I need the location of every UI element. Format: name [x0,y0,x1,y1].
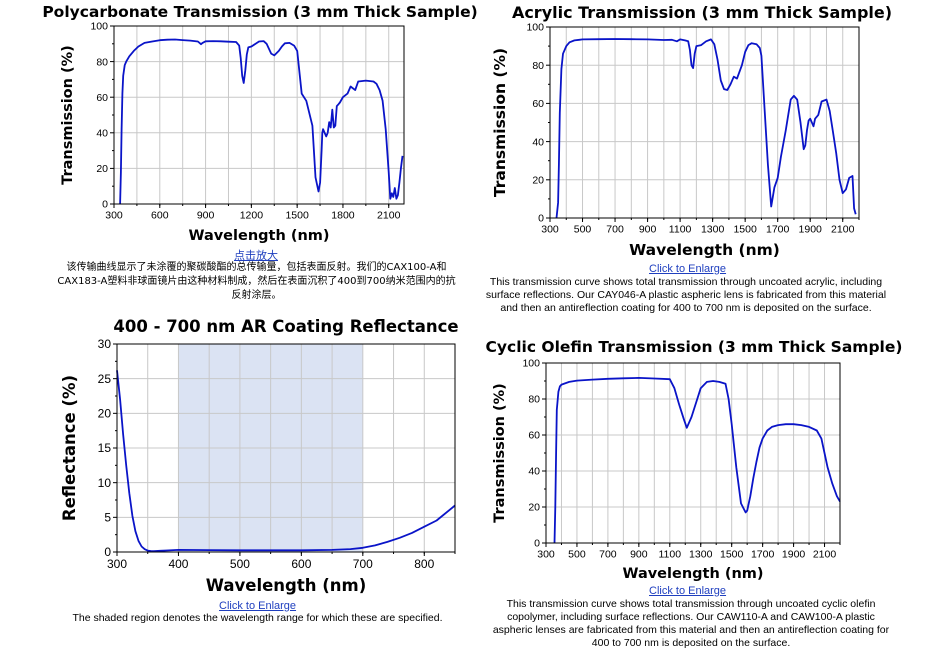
x-tick-label: 1700 [766,224,790,236]
cyclic-olefin-enlarge-link[interactable]: Click to Enlarge [649,585,727,597]
y-tick-label: 80 [528,394,540,406]
y-tick-label: 40 [96,127,108,139]
cyclic-olefin-chart: 300 500 700 900 1100 1300 1500 1700 1900 2100 0 20 4… [486,338,903,582]
x-axis-label: Wavelength (nm) [206,576,367,595]
y-tick-label: 80 [96,56,108,68]
x-tick-label: 600 [151,210,169,222]
series-line [555,38,857,219]
x-tick-label: 1100 [669,224,692,236]
x-tick-label: 700 [353,557,373,571]
y-tick-label: 15 [98,441,112,455]
y-axis-label: Reflectance (%) [60,375,79,521]
x-tick-label: 600 [291,557,311,571]
y-tick-label: 30 [98,337,112,351]
x-tick-label: 1500 [285,210,309,222]
chart-panel-cyclic-olefin: 300 500 700 900 1100 1300 1500 1700 1900 2100 0 20 4… [476,330,946,649]
y-tick-label: 60 [532,98,544,110]
y-tick-label: 20 [528,502,540,514]
y-tick-label: 40 [532,136,544,148]
x-tick-label: 300 [537,549,555,561]
x-tick-label: 500 [574,224,592,236]
y-tick-label: 20 [98,407,112,421]
chart-panel-polycarbonate: 300 600 900 1200 1500 1800 2100 0 20 40 60 80 100 Pol… [0,0,477,310]
chart-title: Cyclic Olefin Transmission (3 mm Thick S… [486,338,903,356]
series-line [116,370,456,553]
y-tick-label: 5 [104,511,111,525]
x-axis-label: Wavelength (nm) [629,241,780,259]
x-tick-label: 1200 [240,210,264,222]
polycarbonate-chart: 300 600 900 1200 1500 1800 2100 0 20 40 60 80 100Pol… [42,3,477,244]
x-tick-label: 1100 [658,549,681,561]
x-tick-label: 300 [107,557,127,571]
x-tick-label: 900 [630,549,648,561]
x-tick-label: 900 [639,224,657,236]
acrylic-caption: This transmission curve shows total tran… [485,276,887,314]
polycarbonate-enlarge-link[interactable]: 点击放大 [234,250,278,262]
y-tick-label: 100 [522,358,540,370]
y-tick-label: 0 [538,213,544,225]
y-tick-label: 80 [532,60,544,72]
y-tick-label: 10 [98,476,112,490]
x-tick-label: 1500 [720,549,744,561]
x-tick-label: 500 [568,549,586,561]
x-tick-label: 800 [414,557,434,571]
x-tick-label: 1800 [331,210,355,222]
y-tick-label: 20 [532,174,544,186]
y-tick-label: 25 [98,372,112,386]
acrylic-enlarge-link[interactable]: Click to Enlarge [649,263,727,275]
ar-coating-enlarge-link[interactable]: Click to Enlarge [219,600,297,612]
x-tick-label: 2100 [813,549,837,561]
y-tick-label: 100 [90,21,108,33]
chart-title: Acrylic Transmission (3 mm Thick Sample) [512,3,892,22]
x-tick-label: 1300 [701,224,725,236]
chart-title: 400 - 700 nm AR Coating Reflectance [113,317,458,336]
x-tick-label: 700 [606,224,624,236]
x-tick-label: 300 [541,224,559,236]
x-axis-label: Wavelength (nm) [188,228,329,244]
x-tick-label: 700 [599,549,617,561]
y-axis-label: Transmission (%) [492,383,508,523]
ar-coating-caption: The shaded region denotes the wavelength… [72,612,443,624]
chart-title: Polycarbonate Transmission (3 mm Thick S… [42,3,477,21]
x-tick-label: 2100 [377,210,401,222]
x-tick-label: 1300 [689,549,713,561]
x-tick-label: 300 [105,210,123,222]
chart-panel-ar-coating: 300 400 500 600 700 800 0 5 10 15 20 25 30 400 - 700 … [0,310,470,648]
series-line [119,38,404,205]
y-tick-label: 60 [96,92,108,104]
y-tick-label: 60 [528,430,540,442]
y-tick-label: 0 [102,199,108,211]
polycarbonate-caption: 该传输曲线显示了未涂覆的聚碳酸酯的总传输量，包括表面反射。我们的CAX100-A… [57,262,456,301]
y-tick-label: 40 [528,466,540,478]
series-line [553,377,841,544]
x-tick-label: 2100 [831,224,855,236]
x-tick-label: 900 [197,210,215,222]
x-axis-label: Wavelength (nm) [622,566,763,582]
x-tick-label: 1900 [799,224,823,236]
chart-panel-acrylic: 300 500 700 900 1100 1300 1500 1700 1900 2100 0 20 4… [476,0,946,330]
plot-area [114,26,404,204]
x-tick-label: 1700 [751,549,775,561]
y-tick-label: 0 [104,545,111,559]
plot-area [546,363,840,543]
acrylic-chart: 300 500 700 900 1100 1300 1500 1700 1900 2100 0 20 4… [491,3,892,259]
x-tick-label: 1500 [733,224,757,236]
cyclic-olefin-caption: This transmission curve shows total tran… [492,598,890,649]
y-tick-label: 20 [96,163,108,175]
y-tick-label: 0 [534,538,540,550]
y-axis-label: Transmission (%) [491,48,509,197]
x-tick-label: 500 [230,557,250,571]
y-axis-label: Transmission (%) [60,45,76,185]
y-tick-label: 100 [526,22,544,34]
x-tick-label: 1900 [782,549,806,561]
x-tick-label: 400 [168,557,188,571]
